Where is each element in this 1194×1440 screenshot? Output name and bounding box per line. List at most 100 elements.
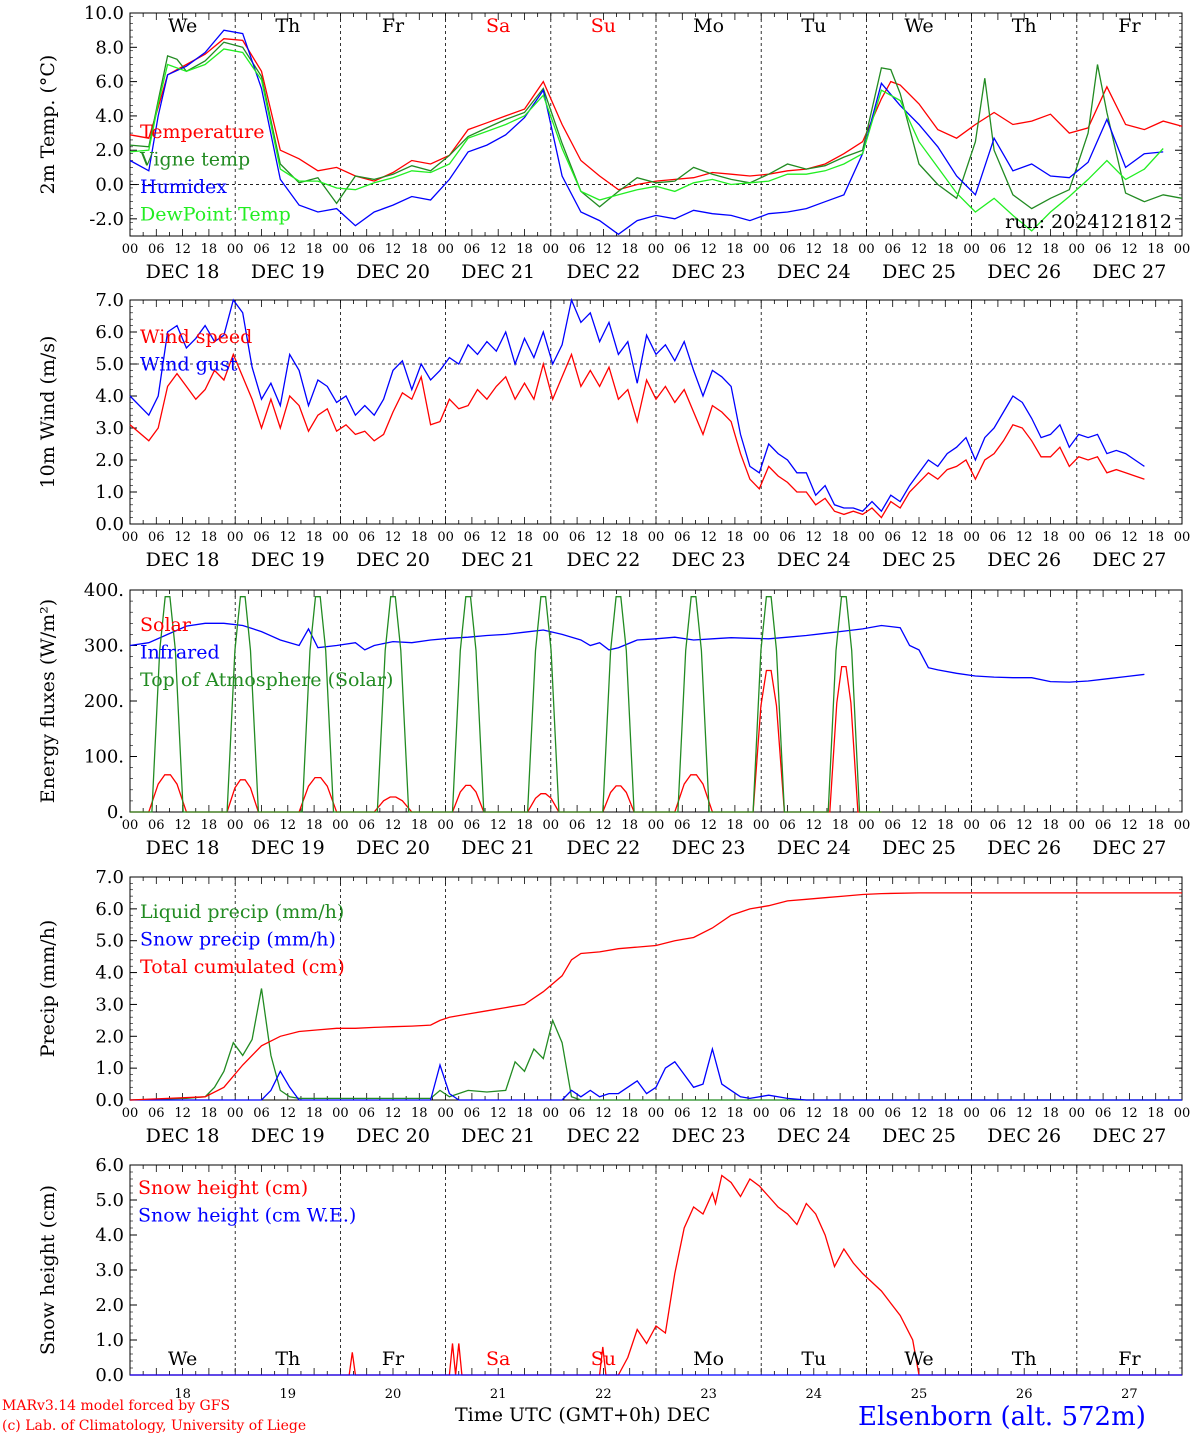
date-label: DEC 27 bbox=[1092, 837, 1166, 859]
y-tick-label: 200. bbox=[84, 691, 124, 712]
hour-label: 18 bbox=[727, 242, 744, 257]
weekday-label: We bbox=[168, 1348, 197, 1370]
y-tick-label: 4.0 bbox=[95, 106, 124, 127]
hour-label: 12 bbox=[280, 818, 297, 833]
hour-label: 00 bbox=[648, 530, 665, 545]
legend-entry: Vigne temp bbox=[139, 149, 250, 171]
weekday-label: Fr bbox=[382, 15, 405, 37]
series-line-snow-precip-mm-h- bbox=[130, 1046, 1182, 1101]
y-tick-label: 2.0 bbox=[95, 140, 124, 161]
date-label: DEC 22 bbox=[566, 1125, 640, 1147]
series-line-wind-speed bbox=[129, 352, 1145, 519]
hour-label: 12 bbox=[806, 530, 823, 545]
legend-entry: Infrared bbox=[140, 642, 220, 664]
hour-label: 00 bbox=[227, 1106, 244, 1121]
hour-label: 12 bbox=[174, 242, 191, 257]
hour-label: 06 bbox=[569, 1106, 586, 1121]
date-label: DEC 22 bbox=[566, 837, 640, 859]
hour-label: 06 bbox=[253, 1106, 270, 1121]
hour-label: 12 bbox=[490, 1106, 507, 1121]
y-tick-label: 5.0 bbox=[95, 354, 124, 375]
series-line-temperature bbox=[129, 38, 1183, 191]
y-tick-label: 0. bbox=[107, 802, 124, 823]
hour-label: 18 bbox=[306, 242, 323, 257]
hour-label: 00 bbox=[858, 242, 875, 257]
series-line-liquid-precip-mm-h- bbox=[129, 988, 1182, 1101]
hour-label: 12 bbox=[280, 530, 297, 545]
hour-label: 12 bbox=[280, 242, 297, 257]
date-label: DEC 18 bbox=[146, 549, 220, 571]
date-label: DEC 21 bbox=[461, 837, 535, 859]
weekday-label: Mo bbox=[693, 1348, 724, 1370]
day-number-label: 24 bbox=[806, 1387, 823, 1402]
hour-label: 12 bbox=[700, 818, 717, 833]
date-label: DEC 24 bbox=[777, 261, 851, 283]
hour-label: 18 bbox=[832, 530, 849, 545]
hour-label: 00 bbox=[963, 818, 980, 833]
hour-label: 00 bbox=[753, 818, 770, 833]
hour-label: 00 bbox=[437, 1106, 454, 1121]
hour-label: 00 bbox=[122, 242, 139, 257]
hour-label: 06 bbox=[148, 242, 165, 257]
hour-label: 06 bbox=[1095, 242, 1112, 257]
date-label: DEC 27 bbox=[1092, 1125, 1166, 1147]
hour-label: 12 bbox=[1016, 818, 1033, 833]
hour-label: 12 bbox=[595, 530, 612, 545]
hour-label: 00 bbox=[332, 530, 349, 545]
y-axis-label: 2m Temp. (°C) bbox=[37, 55, 59, 195]
hour-label: 06 bbox=[148, 1106, 165, 1121]
y-tick-label: 2.0 bbox=[95, 450, 124, 471]
hour-label: 18 bbox=[1042, 1106, 1059, 1121]
date-label: DEC 21 bbox=[461, 261, 535, 283]
hour-label: 18 bbox=[201, 1106, 218, 1121]
y-tick-label: 4.0 bbox=[95, 1225, 124, 1246]
hour-label: 06 bbox=[884, 530, 901, 545]
hour-label: 18 bbox=[411, 818, 428, 833]
y-tick-label: 0.0 bbox=[95, 1365, 124, 1386]
hour-label: 18 bbox=[727, 818, 744, 833]
series-line-wind-gust bbox=[129, 297, 1145, 513]
hour-label: 12 bbox=[490, 530, 507, 545]
hour-label: 12 bbox=[490, 818, 507, 833]
date-label: DEC 21 bbox=[461, 1125, 535, 1147]
plot-frame bbox=[129, 299, 1183, 525]
hour-label: 00 bbox=[1069, 818, 1086, 833]
date-label: DEC 26 bbox=[987, 261, 1061, 283]
day-number-label: 20 bbox=[385, 1387, 402, 1402]
y-tick-label: 3.0 bbox=[95, 1260, 124, 1281]
legend-entry: Wind gust bbox=[140, 354, 238, 376]
hour-label: 18 bbox=[201, 242, 218, 257]
hour-label: 06 bbox=[1095, 818, 1112, 833]
hour-label: 18 bbox=[621, 818, 638, 833]
legend-entry: Snow height (cm) bbox=[138, 1177, 308, 1199]
date-label: DEC 23 bbox=[672, 261, 746, 283]
hour-label: 00 bbox=[1069, 242, 1086, 257]
hour-label: 12 bbox=[806, 1106, 823, 1121]
date-label: DEC 20 bbox=[356, 261, 430, 283]
hour-label: 00 bbox=[858, 1106, 875, 1121]
y-tick-label: 6.0 bbox=[95, 322, 124, 343]
hour-label: 00 bbox=[332, 818, 349, 833]
hour-label: 12 bbox=[700, 1106, 717, 1121]
y-axis-label: Precip (mm/h) bbox=[37, 920, 59, 1058]
hour-label: 06 bbox=[253, 242, 270, 257]
hour-label: 12 bbox=[1121, 818, 1138, 833]
hour-label: 00 bbox=[332, 1106, 349, 1121]
hour-label: 06 bbox=[1095, 530, 1112, 545]
run-label: run: 2024121812 bbox=[1005, 211, 1172, 233]
station-label: Elsenborn (alt. 572m) bbox=[858, 1402, 1146, 1432]
date-label: DEC 26 bbox=[987, 837, 1061, 859]
hour-label: 06 bbox=[674, 242, 691, 257]
hour-label: 12 bbox=[700, 242, 717, 257]
series-line-snow-height-cm- bbox=[130, 1174, 1182, 1376]
weekday-label: Tu bbox=[801, 1348, 826, 1370]
weekday-label: Fr bbox=[1118, 15, 1141, 37]
y-tick-label: 1.0 bbox=[95, 1330, 124, 1351]
hour-label: 12 bbox=[595, 1106, 612, 1121]
hour-label: 18 bbox=[201, 818, 218, 833]
date-label: DEC 26 bbox=[987, 1125, 1061, 1147]
time-axis-label: Time UTC (GMT+0h) DEC bbox=[455, 1404, 711, 1426]
hour-label: 00 bbox=[1174, 530, 1191, 545]
y-tick-label: 0.0 bbox=[95, 1090, 124, 1111]
y-tick-label: 8.0 bbox=[95, 37, 124, 58]
